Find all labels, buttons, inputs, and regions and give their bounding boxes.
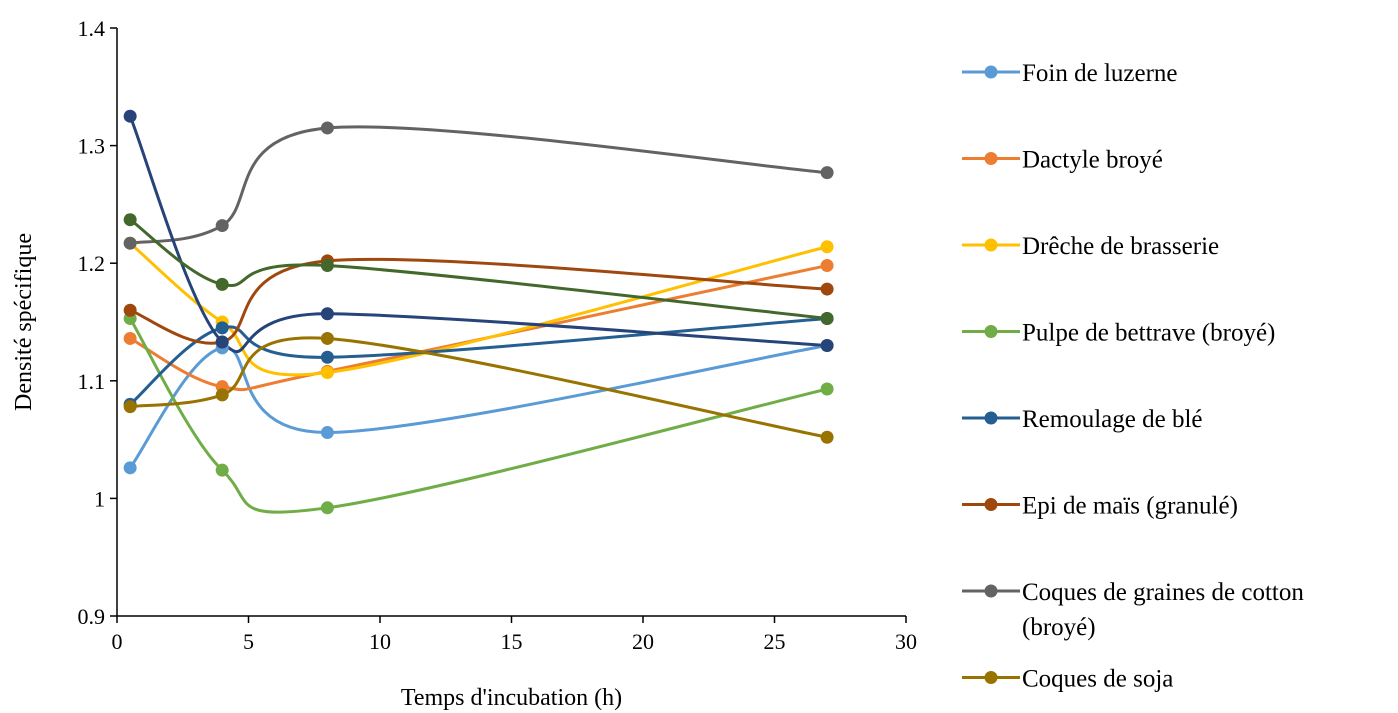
y-ticks: 0.9 1 1.1 1.2 1.3 1.4 — [78, 16, 117, 629]
data-point-10 — [820, 311, 834, 325]
legend-item: Coques de graines de cotton (broyé) — [962, 579, 1304, 641]
x-ticks: 0 5 10 15 20 25 30 — [112, 616, 917, 654]
series-line-7 — [129, 125, 828, 245]
legend-item: Dactyle broyé — [962, 147, 1163, 174]
y-tick-label: 1.2 — [78, 251, 106, 276]
data-point-6 — [820, 282, 834, 296]
data-point-9 — [320, 307, 334, 321]
x-tick-label: 25 — [764, 629, 786, 654]
data-point-9 — [215, 335, 229, 349]
data-point-9 — [820, 339, 834, 353]
legend-label: Drêche de brasserie — [1022, 233, 1219, 260]
x-tick-label: 10 — [369, 629, 391, 654]
legend-label: Remoulage de blé — [1022, 406, 1203, 433]
data-point-7 — [320, 121, 334, 135]
data-point-8 — [215, 388, 229, 402]
x-tick-label: 30 — [895, 629, 917, 654]
legend-marker — [984, 584, 998, 598]
legend-marker — [984, 238, 998, 252]
y-tick-label: 1 — [94, 486, 105, 511]
y-tick-label: 1.1 — [78, 369, 106, 394]
data-point-5 — [320, 350, 334, 364]
x-tick-label: 20 — [632, 629, 654, 654]
data-point-10 — [215, 277, 229, 291]
x-tick-label: 0 — [112, 629, 123, 654]
legend-label: Pulpe de bettrave (broyé) — [1022, 320, 1275, 347]
y-axis-title: Densité spécifique — [11, 233, 37, 411]
legend-marker — [984, 671, 998, 684]
data-point-9 — [123, 109, 137, 123]
data-point-4 — [320, 501, 334, 515]
data-point-7 — [820, 166, 834, 180]
data-point-10 — [320, 259, 334, 273]
legend-item: Remoulage de blé — [962, 406, 1203, 433]
legend: Foin de luzerne Dactyle broyé Drêche de br… — [962, 60, 1304, 693]
legend-item: Coques de soja — [962, 666, 1173, 693]
data-point-8 — [320, 331, 334, 345]
legend-item: Foin de luzerne — [962, 60, 1178, 87]
y-tick-label: 1.4 — [78, 16, 106, 41]
plot-markers — [123, 109, 834, 515]
legend-label: (broyé) — [1022, 614, 1096, 641]
data-point-1 — [123, 461, 137, 475]
data-point-5 — [215, 321, 229, 335]
x-tick-label: 5 — [243, 629, 254, 654]
legend-marker — [984, 65, 998, 79]
legend-item: Pulpe de bettrave (broyé) — [962, 320, 1275, 347]
data-point-3 — [820, 240, 834, 254]
data-point-2 — [123, 331, 137, 345]
series-line-4 — [128, 317, 828, 514]
data-point-4 — [820, 382, 834, 396]
data-point-10 — [123, 213, 137, 227]
legend-label: Dactyle broyé — [1022, 147, 1163, 174]
data-point-6 — [123, 303, 137, 317]
series-line-10 — [129, 218, 828, 320]
series-line-9 — [128, 115, 828, 354]
legend-label: Coques de graines de cotton — [1022, 579, 1304, 606]
legend-label: Coques de soja — [1022, 666, 1173, 693]
data-point-8 — [820, 430, 834, 444]
y-tick-label: 1.3 — [78, 134, 106, 159]
series-line-6 — [129, 257, 828, 345]
legend-marker — [984, 325, 998, 338]
legend-item: Drêche de brasserie — [962, 233, 1219, 260]
data-point-3 — [320, 366, 334, 380]
legend-marker — [984, 152, 998, 165]
legend-marker — [984, 411, 998, 425]
series-line-8 — [129, 336, 828, 439]
series-line-1 — [128, 344, 828, 469]
legend-label: Foin de luzerne — [1022, 60, 1178, 87]
data-point-7 — [123, 236, 137, 250]
y-tick-label: 0.9 — [78, 604, 106, 629]
series-line-3 — [129, 242, 828, 377]
x-axis-title: Temps d'incubation (h) — [401, 685, 622, 711]
legend-label: Epi de maïs (granulé) — [1022, 493, 1238, 520]
legend-item: Epi de maïs (granulé) — [962, 493, 1238, 520]
data-point-1 — [320, 426, 334, 440]
plot-lines — [128, 115, 828, 514]
x-tick-label: 15 — [501, 629, 523, 654]
data-point-2 — [820, 259, 834, 273]
legend-marker — [984, 498, 998, 511]
data-point-4 — [215, 463, 229, 477]
series-line-5 — [129, 316, 828, 406]
data-point-8 — [123, 400, 137, 414]
data-point-7 — [215, 219, 229, 233]
